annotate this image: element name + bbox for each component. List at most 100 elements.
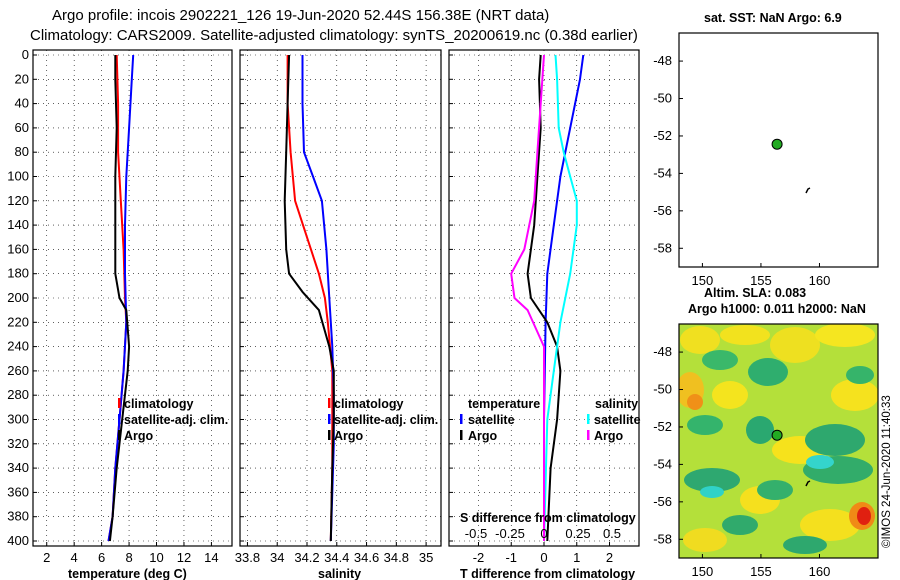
- s-diff-tick-label: 0.5: [603, 526, 621, 541]
- x-tick-label: 34.4: [324, 550, 349, 565]
- legend-label-temp-argo: Argo: [468, 429, 498, 443]
- series-argo: [108, 55, 131, 542]
- legend-label-temp-satellite: satellite: [468, 413, 515, 427]
- lat-tick-label: -58: [653, 531, 672, 546]
- legend-title-temperature: temperature: [468, 397, 540, 411]
- legend-swatch-sal-argo: [587, 430, 590, 440]
- depth-tick-label: 380: [7, 509, 29, 524]
- lat-tick-label: -48: [653, 53, 672, 68]
- difference-legend: temperature salinity satellite Argo sate…: [460, 397, 641, 443]
- depth-tick-label: 100: [7, 169, 29, 184]
- watermark: ©IMOS 24-Jun-2020 11:40:33: [881, 395, 893, 548]
- sst-map-lat-labels: -48 -50 -52 -54 -56 -58: [653, 53, 683, 255]
- temperature-axis-label: temperature (deg C): [68, 567, 187, 580]
- temperature-panel: 0 20 40 60 80 100 120 140 160 180 200 220 240 260 280 3…: [7, 47, 233, 580]
- x-tick-label: 8: [125, 550, 132, 565]
- lon-tick-label: 150: [692, 564, 714, 579]
- s-diff-tick-label: 0: [540, 526, 547, 541]
- lat-tick-label: -54: [653, 456, 672, 471]
- sla-map-lat-labels: -48 -50 -52 -54 -56 -58: [653, 344, 683, 546]
- temperature-grid: [33, 50, 232, 546]
- legend-label-satellite: satellite-adj. clim.: [124, 413, 228, 427]
- lat-tick-label: -58: [653, 240, 672, 255]
- sst-map-lon-labels: 150 155 160: [692, 263, 831, 288]
- salinity-grid: [240, 50, 441, 546]
- depth-tick-label: 320: [7, 436, 29, 451]
- salinity-panel: 33.8 34 34.2 34.4 34.6 34.8 35 climatology sat…: [235, 49, 442, 580]
- x-tick-label: 35: [419, 550, 433, 565]
- x-tick-label: 34: [270, 550, 284, 565]
- sst-map-frame: [678, 32, 879, 268]
- x-tick-label: 10: [149, 550, 163, 565]
- lon-tick-label: 160: [809, 564, 831, 579]
- depth-tick-label: 220: [7, 314, 29, 329]
- difference-panel: -2 -1 0 1 2 temperature salinity satellite A…: [448, 49, 641, 580]
- lat-tick-label: -54: [653, 165, 672, 180]
- sla-field: [679, 324, 878, 558]
- title-line-1: Argo profile: incois 2902221_126 19-Jun-…: [52, 7, 549, 24]
- lon-tick-label: 155: [750, 564, 772, 579]
- lon-tick-label: 155: [750, 273, 772, 288]
- s-difference-axis-label: S difference from climatology: [460, 511, 636, 525]
- series-satellite-adj-clim-: [107, 54, 135, 542]
- temperature-tick-labels: 2 4 6 8 10 12 14: [43, 550, 219, 565]
- x-tick-label: 34.2: [294, 550, 319, 565]
- sla-float-track: [805, 480, 811, 487]
- legend-swatch-argo: [118, 430, 121, 440]
- lat-tick-label: -52: [653, 128, 672, 143]
- legend-swatch-sal-satellite: [587, 414, 590, 424]
- x-tick-label: -1: [505, 550, 517, 565]
- sla-float-marker: [771, 429, 783, 441]
- depth-tick-label: 160: [7, 241, 29, 256]
- lat-tick-label: -50: [653, 382, 672, 397]
- legend-swatch-temp-argo: [460, 430, 463, 440]
- legend-title-salinity: salinity: [595, 397, 638, 411]
- lon-tick-label: 150: [692, 273, 714, 288]
- difference-series: [510, 54, 585, 542]
- sst-map-title: sat. SST: NaN Argo: 6.9: [704, 11, 842, 25]
- s-diff-tick-label: 0.25: [565, 526, 590, 541]
- legend-label-sal-satellite: satellite: [594, 413, 641, 427]
- x-tick-label: 12: [177, 550, 191, 565]
- s-diff-tick-label: -0.25: [495, 526, 525, 541]
- x-tick-label: 6: [98, 550, 105, 565]
- x-tick-label: 34.6: [354, 550, 379, 565]
- depth-tick-label: 20: [15, 71, 29, 86]
- salinity-axis-label: salinity: [318, 567, 361, 580]
- s-difference-tick-labels: -0.5 -0.25 0 0.25 0.5: [465, 526, 621, 541]
- legend-swatch-satellite: [328, 414, 331, 424]
- series-argo: [283, 54, 335, 542]
- t-difference-axis-label: T difference from climatology: [460, 567, 635, 580]
- depth-tick-label: 300: [7, 412, 29, 427]
- x-tick-label: 2: [43, 550, 50, 565]
- depth-tick-label: 140: [7, 217, 29, 232]
- lat-tick-label: -52: [653, 419, 672, 434]
- lat-tick-label: -56: [653, 203, 672, 218]
- sla-map-lon-labels: 150 155 160: [692, 554, 831, 579]
- legend-label-sal-argo: Argo: [594, 429, 624, 443]
- x-tick-label: 34.8: [384, 550, 409, 565]
- depth-tick-label: 120: [7, 193, 29, 208]
- series-temperature-argo: [526, 54, 562, 542]
- legend-swatch-argo: [328, 430, 331, 440]
- sst-map: sat. SST: NaN Argo: 6.9 -48-50-52-54-56-…: [653, 11, 879, 288]
- temperature-legend: climatology satellite-adj. clim. Argo: [118, 397, 228, 443]
- temperature-plot-frame: [32, 49, 233, 547]
- legend-swatch-satellite: [118, 414, 121, 424]
- x-tick-label: 4: [71, 550, 78, 565]
- salinity-tick-labels: 33.8 34 34.2 34.4 34.6 34.8 35: [235, 550, 434, 565]
- sst-float-track: [805, 187, 811, 194]
- temperature-series: [107, 54, 135, 542]
- depth-tick-label: 40: [15, 96, 29, 111]
- lon-tick-label: 160: [809, 273, 831, 288]
- legend-label-climatology: climatology: [334, 397, 404, 411]
- depth-tick-label: 360: [7, 484, 29, 499]
- depth-tick-label: 280: [7, 387, 29, 402]
- depth-tick-label: 60: [15, 120, 29, 135]
- lat-tick-label: -48: [653, 344, 672, 359]
- salinity-legend: climatology satellite-adj. clim. Argo: [328, 397, 438, 443]
- sla-blobs: [679, 324, 878, 554]
- legend-label-argo: Argo: [124, 429, 154, 443]
- depth-tick-label: 0: [22, 47, 29, 62]
